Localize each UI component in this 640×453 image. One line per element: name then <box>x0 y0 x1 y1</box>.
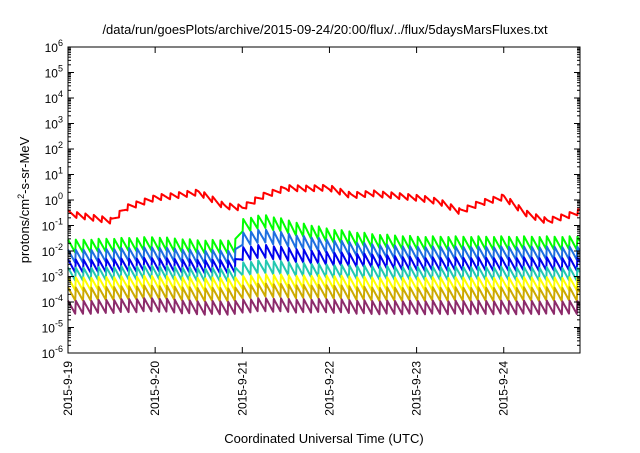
y-axis: 10-6 10-5 10-4 10-3 10-2 10-1 100 101 102 103 104 1… <box>42 38 580 361</box>
series-line-0 <box>67 183 581 225</box>
series-layer <box>67 183 581 316</box>
x-tick-label-0: 2015-9-19 <box>61 361 75 416</box>
y-tick-label-4: 10-2 <box>42 242 63 259</box>
y-tick-label-7: 101 <box>45 166 63 183</box>
series-line-1 <box>67 214 581 255</box>
y-tick-label-11: 105 <box>45 64 63 81</box>
y-axis-label: protons/cm2-s-sr-MeV <box>16 136 32 263</box>
x-tick-label-1: 2015-9-20 <box>148 361 162 416</box>
y-tick-label-1: 10-5 <box>42 319 63 336</box>
y-axis-label-sup: 2 <box>16 194 26 199</box>
series-line-2 <box>67 228 581 265</box>
y-axis-label-rest: -s-sr-MeV <box>17 136 32 193</box>
x-tick-label-3: 2015-9-22 <box>322 361 336 416</box>
x-axis: 2015-9-19 2015-9-20 2015-9-21 2015-9-22 2015… <box>61 47 511 416</box>
series-line-6 <box>67 282 581 303</box>
y-tick-label-3: 10-3 <box>42 268 63 285</box>
y-tick-label-5: 10-1 <box>42 217 63 234</box>
y-tick-label-6: 100 <box>45 191 63 208</box>
y-tick-label-0: 10-6 <box>42 344 63 361</box>
x-tick-label-2: 2015-9-21 <box>235 361 249 416</box>
y-tick-label-10: 104 <box>45 89 63 106</box>
y-tick-label-2: 10-4 <box>42 293 63 310</box>
x-tick-label-4: 2015-9-23 <box>410 361 424 416</box>
y-axis-label-base: protons/cm <box>17 199 32 263</box>
series-line-3 <box>67 244 581 275</box>
y-tick-label-8: 102 <box>45 140 63 157</box>
chart-title: /data/run/goesPlots/archive/2015-09-24/2… <box>102 22 548 37</box>
y-tick-label-12: 106 <box>45 38 63 55</box>
y-tick-label-9: 103 <box>45 115 63 132</box>
series-line-4 <box>67 259 581 283</box>
x-axis-label: Coordinated Universal Time (UTC) <box>224 431 423 446</box>
series-line-5 <box>67 273 581 293</box>
x-tick-label-5: 2015-9-24 <box>497 361 511 416</box>
series-line-7 <box>67 297 581 316</box>
